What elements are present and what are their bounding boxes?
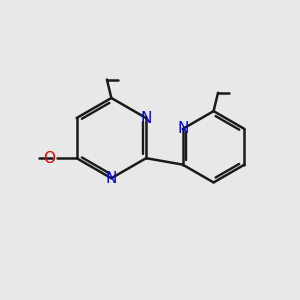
Text: N: N — [140, 110, 152, 125]
Text: O: O — [43, 151, 55, 166]
Text: N: N — [106, 171, 117, 186]
Text: N: N — [177, 122, 188, 136]
